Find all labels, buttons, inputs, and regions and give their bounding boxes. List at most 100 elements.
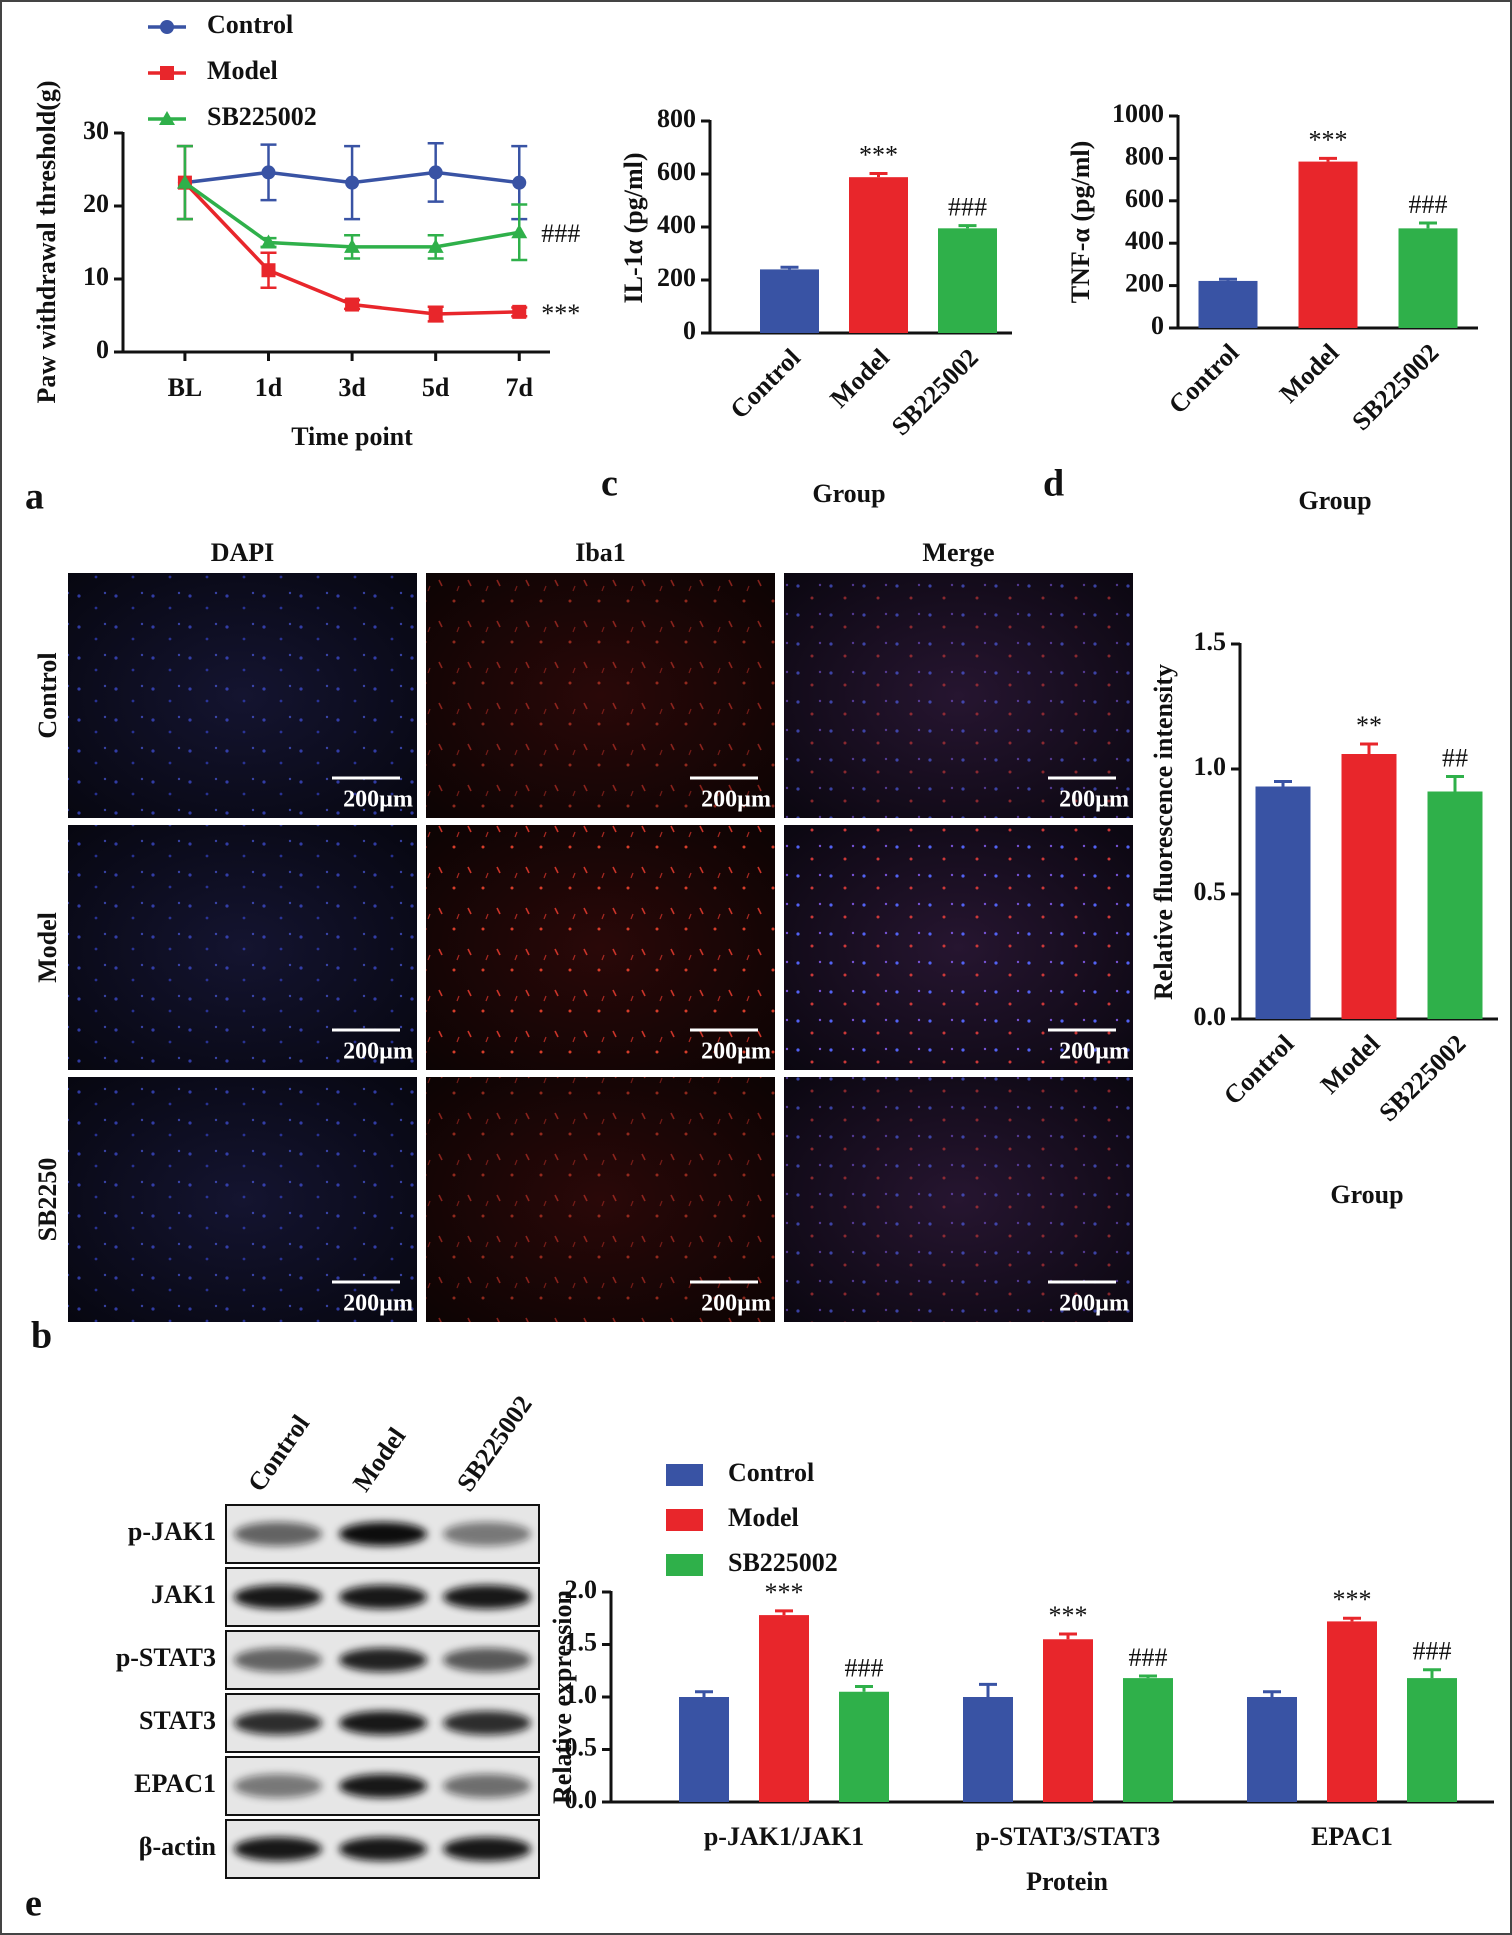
micrograph-signal — [784, 1077, 1133, 1322]
scale-bar-label: 200µm — [343, 1291, 413, 1317]
blot-band — [234, 1585, 322, 1609]
panel-letter: c — [601, 463, 618, 505]
panel-letter: d — [1043, 463, 1064, 505]
micrograph-signal — [426, 825, 775, 1070]
legend-swatch — [666, 1509, 703, 1531]
bar — [1327, 1621, 1377, 1802]
protein-label: STAT3 — [139, 1706, 216, 1735]
protein-label: β-actin — [139, 1832, 217, 1861]
scale-bar-label: 200µm — [701, 787, 771, 813]
annotation: *** — [1309, 125, 1348, 154]
x-tick-label: p-JAK1/JAK1 — [704, 1822, 864, 1851]
bar — [759, 1615, 809, 1802]
y-tick-label: 1.0 — [1194, 752, 1227, 781]
marker — [261, 165, 276, 180]
micrograph-signal — [784, 825, 1133, 1070]
blot-band — [443, 1774, 531, 1798]
y-tick-label: 1.5 — [565, 1627, 598, 1656]
legend-swatch — [666, 1554, 703, 1576]
y-axis-label: Relative expression — [548, 1589, 577, 1804]
micrograph-signal — [426, 1077, 775, 1322]
blot-band — [234, 1837, 322, 1861]
marker — [344, 238, 361, 253]
x-axis-label: Group — [1298, 486, 1371, 515]
marker — [160, 66, 174, 80]
blot-band — [339, 1837, 427, 1861]
blot-band — [339, 1774, 427, 1798]
legend-label: Model — [207, 56, 278, 85]
y-tick-label: 400 — [1125, 226, 1164, 255]
annotation: ### — [541, 219, 580, 248]
y-tick-label: 0 — [683, 316, 696, 345]
micrograph-signal — [68, 1077, 417, 1322]
blot-band — [234, 1711, 322, 1735]
micrograph-signal — [68, 573, 417, 818]
annotation: *** — [765, 1578, 804, 1607]
bar — [1247, 1697, 1297, 1802]
blot-band — [339, 1522, 427, 1546]
panel-letter: a — [25, 476, 44, 518]
y-tick-label: 600 — [657, 157, 696, 186]
annotation: ### — [1409, 190, 1448, 219]
y-axis-label: IL-1α (pg/ml) — [619, 152, 648, 303]
legend-label: Control — [207, 10, 293, 39]
annotation: ### — [948, 193, 987, 222]
row-label: Model — [33, 912, 62, 983]
bar — [1198, 280, 1258, 328]
legend-label: SB225002 — [207, 102, 317, 131]
column-title: DAPI — [211, 538, 275, 567]
x-axis-label: Group — [1330, 1180, 1403, 1209]
y-axis-label: TNF-α (pg/ml) — [1066, 141, 1095, 304]
y-tick-label: 0.5 — [565, 1732, 598, 1761]
annotation: ### — [1413, 1637, 1452, 1666]
marker — [512, 175, 527, 190]
y-tick-label: 800 — [1125, 141, 1164, 170]
x-tick-label: 3d — [338, 373, 366, 402]
annotation: ### — [845, 1653, 884, 1682]
legend-label: Model — [728, 1503, 799, 1532]
blot-band — [339, 1711, 427, 1735]
y-tick-label: 0.0 — [1194, 1002, 1227, 1031]
bar — [1398, 228, 1458, 328]
bar — [1043, 1639, 1093, 1802]
panel-letter: b — [31, 1315, 52, 1357]
marker — [428, 165, 443, 180]
x-tick-label: 5d — [422, 373, 450, 402]
x-tick-label: EPAC1 — [1311, 1822, 1393, 1851]
micrograph-signal — [68, 825, 417, 1070]
bar — [1407, 1678, 1457, 1802]
scale-bar-label: 200µm — [343, 1039, 413, 1065]
scale-bar-label: 200µm — [701, 1039, 771, 1065]
column-title: Iba1 — [575, 538, 626, 567]
legend-label: Control — [728, 1458, 814, 1487]
y-axis-label: Relative fluorescence intensity — [1149, 664, 1178, 1000]
y-tick-label: 800 — [657, 104, 696, 133]
blot-band — [234, 1522, 322, 1546]
micrograph-signal — [426, 573, 775, 818]
protein-label: p-STAT3 — [116, 1643, 216, 1672]
annotation: ### — [1129, 1643, 1168, 1672]
legend-label: SB225002 — [728, 1548, 838, 1577]
bar — [1341, 754, 1397, 1019]
row-label: SB2250 — [33, 1158, 62, 1242]
legend-swatch — [666, 1464, 703, 1486]
y-tick-label: 600 — [1125, 184, 1164, 213]
bar — [1255, 786, 1311, 1019]
scale-bar-label: 200µm — [701, 1291, 771, 1317]
x-tick-label: 1d — [255, 373, 283, 402]
protein-label: JAK1 — [151, 1580, 216, 1609]
x-tick-label: 7d — [506, 373, 534, 402]
row-label: Control — [33, 652, 62, 738]
marker — [428, 307, 443, 322]
y-tick-label: 0 — [96, 335, 109, 364]
x-axis-label: Protein — [1026, 1867, 1108, 1896]
y-tick-label: 1.5 — [1194, 627, 1227, 656]
protein-label: p-JAK1 — [128, 1517, 216, 1546]
annotation: ** — [1356, 711, 1382, 740]
scale-bar-label: 200µm — [1059, 1291, 1129, 1317]
marker — [159, 111, 175, 125]
marker — [345, 297, 360, 312]
y-tick-label: 1.0 — [565, 1680, 598, 1709]
bar — [849, 177, 908, 333]
